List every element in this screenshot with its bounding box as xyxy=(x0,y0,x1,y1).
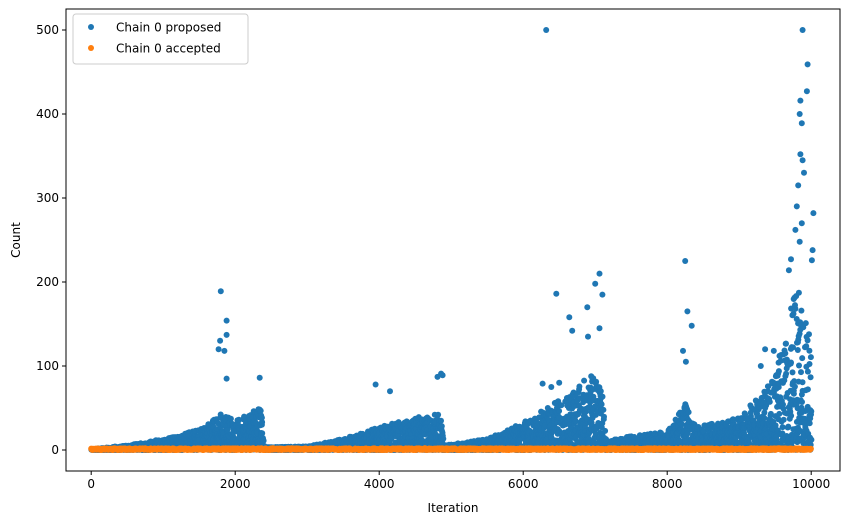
point-proposed xyxy=(259,419,266,426)
point-proposed xyxy=(779,424,786,431)
point-proposed xyxy=(259,430,266,437)
point-proposed xyxy=(794,347,801,353)
point-proposed xyxy=(593,378,600,385)
point-proposed xyxy=(807,374,814,381)
point-proposed xyxy=(235,416,242,423)
point-proposed xyxy=(576,383,583,390)
point-proposed xyxy=(776,410,783,417)
point-proposed xyxy=(685,409,692,416)
point-proposed xyxy=(792,305,799,312)
point-proposed xyxy=(783,340,789,347)
point-proposed xyxy=(804,337,811,344)
point-proposed xyxy=(592,403,599,410)
point-proposed xyxy=(440,435,447,442)
point-proposed xyxy=(806,331,812,338)
point-proposed xyxy=(258,414,265,421)
point-proposed xyxy=(227,415,234,422)
point-proposed xyxy=(788,412,795,419)
point-proposed xyxy=(789,369,796,376)
point-proposed xyxy=(599,393,606,400)
point-proposed xyxy=(799,399,805,405)
point-proposed xyxy=(783,370,790,377)
point-proposed xyxy=(597,388,604,395)
point-proposed xyxy=(799,379,806,386)
point-proposed xyxy=(438,417,444,424)
point-proposed xyxy=(788,359,794,366)
point-proposed xyxy=(798,369,804,376)
point-proposed xyxy=(798,307,805,314)
point-proposed xyxy=(581,377,588,384)
point-proposed xyxy=(796,362,802,369)
point-proposed xyxy=(790,390,797,397)
point-proposed xyxy=(766,398,773,405)
point-proposed xyxy=(795,289,802,296)
point-proposed xyxy=(775,368,782,375)
point-proposed xyxy=(791,383,798,390)
point-proposed xyxy=(806,347,813,354)
point-proposed xyxy=(260,437,267,444)
point-proposed xyxy=(438,423,445,430)
point-proposed xyxy=(601,413,607,420)
point-proposed xyxy=(257,407,264,414)
point-proposed xyxy=(806,361,813,367)
point-proposed xyxy=(435,411,442,418)
point-proposed xyxy=(598,401,605,408)
point-proposed xyxy=(600,406,607,413)
point-proposed xyxy=(780,416,787,423)
point-proposed xyxy=(558,402,565,409)
point-proposed xyxy=(761,414,768,421)
point-proposed xyxy=(804,386,811,393)
point-proposed xyxy=(802,320,809,327)
point-proposed xyxy=(602,427,609,434)
point-proposed xyxy=(567,411,574,418)
point-proposed xyxy=(556,408,563,414)
plot-area xyxy=(88,27,817,453)
point-proposed xyxy=(804,368,811,375)
point-proposed xyxy=(799,355,806,362)
series-proposed xyxy=(88,27,817,453)
